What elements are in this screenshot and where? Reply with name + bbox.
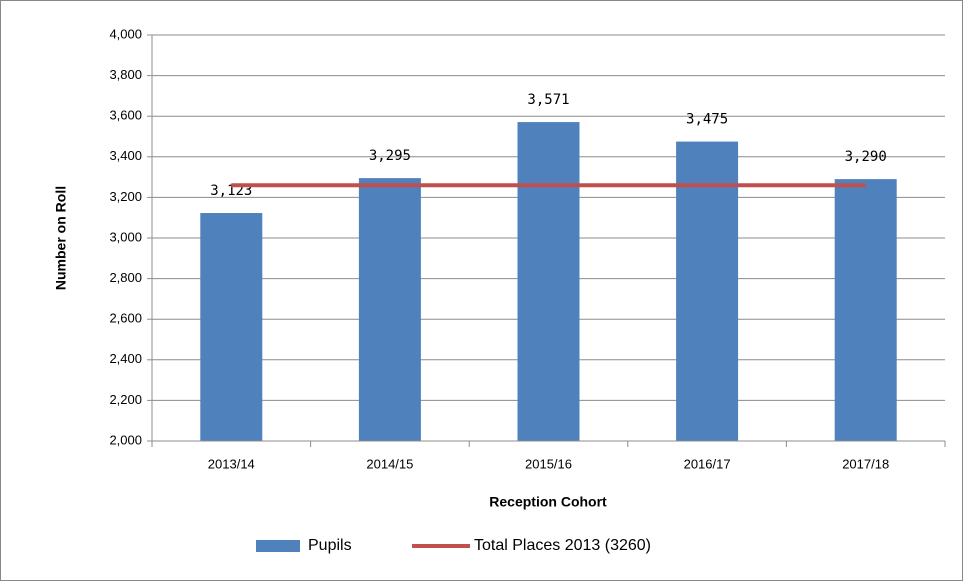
bar	[200, 213, 263, 441]
y-tick-label: 3,000	[109, 229, 142, 244]
data-label: 3,571	[527, 92, 569, 108]
legend-label: Total Places 2013 (3260)	[474, 537, 651, 554]
bar	[358, 178, 421, 442]
y-tick-label: 3,200	[109, 189, 142, 204]
bar	[676, 141, 739, 441]
data-label: 3,475	[686, 112, 728, 128]
x-axis-title: Reception Cohort	[489, 494, 607, 510]
legend-label: Pupils	[308, 537, 352, 554]
y-tick-label: 2,000	[109, 432, 142, 447]
y-tick-label: 3,600	[109, 108, 142, 123]
y-tick-label: 3,800	[109, 67, 142, 82]
y-tick-label: 3,400	[109, 148, 142, 163]
data-label: 3,295	[369, 148, 411, 164]
x-tick-label: 2017/18	[842, 456, 889, 471]
x-tick-label: 2014/15	[366, 456, 413, 471]
data-label: 3,290	[845, 149, 887, 165]
y-tick-label: 4,000	[109, 26, 142, 41]
y-tick-label: 2,600	[109, 311, 142, 326]
x-tick-label: 2016/17	[684, 456, 731, 471]
bar	[834, 179, 897, 441]
legend-swatch	[256, 540, 300, 552]
x-tick-label: 2013/14	[208, 456, 255, 471]
y-tick-label: 2,200	[109, 392, 142, 407]
y-axis-title: Number on Roll	[53, 186, 69, 290]
y-tick-label: 2,400	[109, 351, 142, 366]
bar	[517, 122, 580, 441]
y-tick-label: 2,800	[109, 270, 142, 285]
x-tick-label: 2015/16	[525, 456, 572, 471]
